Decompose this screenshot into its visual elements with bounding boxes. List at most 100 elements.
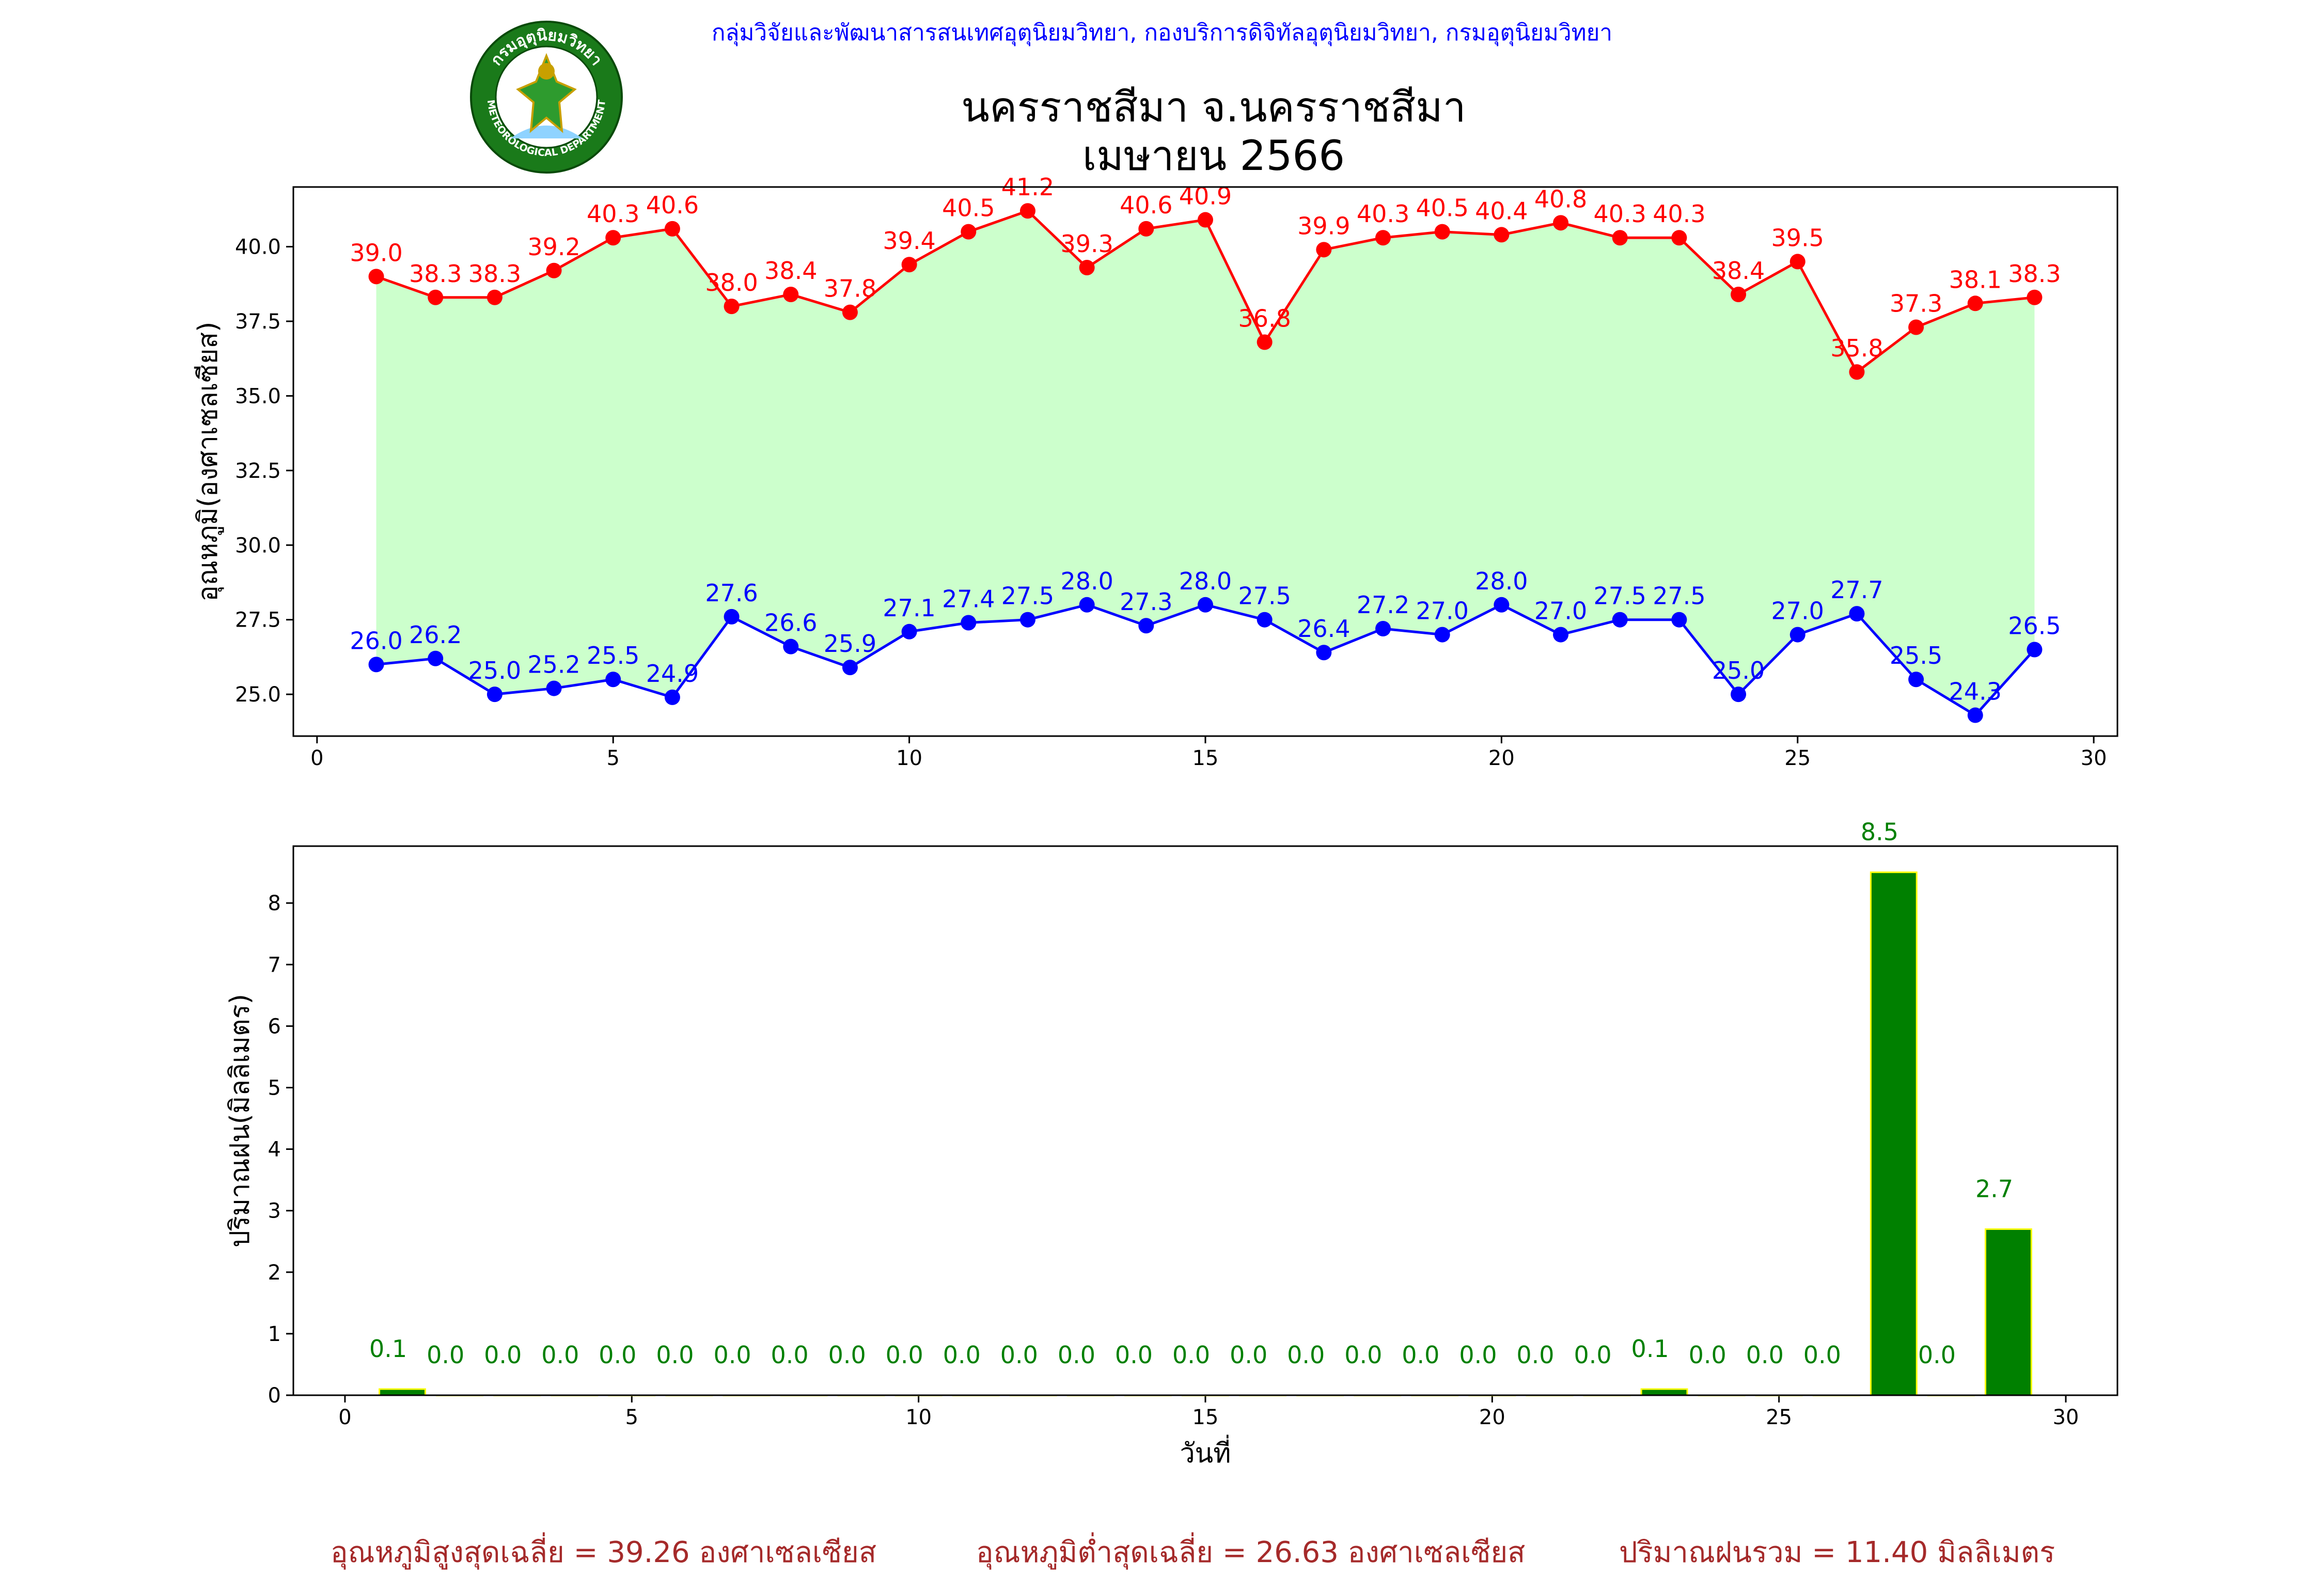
rainfall-data-label: 0.0: [1516, 1341, 1554, 1369]
rain-x-tick-label: 10: [905, 1406, 932, 1429]
min-temp-data-label: 27.4: [942, 585, 995, 613]
max-temp-data-label: 38.4: [764, 257, 817, 285]
max-temp-point: [783, 286, 799, 302]
rainfall-data-label: 0.0: [599, 1341, 636, 1369]
rainfall-bar: [379, 1388, 426, 1396]
rain-x-tick-label: 25: [1766, 1406, 1792, 1429]
min-temp-data-label: 25.0: [1712, 657, 1765, 684]
max-temp-point: [724, 299, 740, 315]
max-temp-point: [664, 221, 680, 237]
max-temp-data-label: 40.5: [942, 194, 995, 222]
max-temp-data-label: 40.4: [1475, 197, 1528, 225]
min-temp-point: [664, 689, 680, 705]
min-temp-point: [1671, 612, 1687, 628]
temp-x-tick-label: 30: [2081, 746, 2107, 770]
rainfall-bar: [1640, 1388, 1688, 1396]
max-temp-point: [1079, 259, 1095, 275]
min-temp-data-label: 27.3: [1120, 588, 1172, 616]
max-temp-point: [1434, 224, 1450, 240]
max-temp-data-label: 38.3: [2008, 260, 2061, 288]
rainfall-data-label: 0.0: [1058, 1341, 1095, 1369]
max-temp-data-label: 38.0: [705, 269, 758, 297]
max-temp-data-label: 40.5: [1416, 194, 1468, 222]
min-temp-data-label: 26.6: [764, 609, 817, 637]
rainfall-data-label: 0.0: [1230, 1341, 1267, 1369]
chart-title-station: นครราชสีมา จ.นครราชสีมา: [961, 83, 1466, 131]
max-temp-data-label: 40.3: [1357, 200, 1409, 228]
min-temp-data-label: 27.5: [1594, 582, 1646, 610]
rainfall-data-label: 0.1: [1631, 1335, 1669, 1363]
min-temp-data-label: 25.5: [1890, 642, 1942, 669]
rainfall-data-label: 0.0: [484, 1341, 522, 1369]
max-temp-data-label: 40.3: [1653, 200, 1705, 228]
rainfall-data-label: 0.0: [656, 1341, 694, 1369]
rainfall-data-label: 0.0: [427, 1341, 464, 1369]
rain-y-tick-label: 5: [268, 1076, 281, 1100]
min-temp-data-label: 26.2: [409, 621, 462, 649]
min-temp-data-label: 28.0: [1179, 567, 1232, 595]
rainfall-data-label: 0.0: [771, 1341, 809, 1369]
rainfall-data-label: 0.0: [1918, 1341, 1956, 1369]
min-temp-point: [1553, 627, 1569, 643]
min-temp-point: [842, 660, 858, 676]
rainfall-plot-frame: [292, 845, 2118, 1396]
agency-header: กลุ่มวิจัยและพัฒนาสารสนเทศอุตุนิยมวิทยา,…: [711, 20, 1613, 46]
max-temp-point: [486, 289, 503, 305]
temp-y-tick-label: 37.5: [235, 310, 281, 334]
max-temp-data-label: 40.8: [1534, 185, 1587, 213]
min-temp-point: [724, 609, 740, 625]
rainfall-data-label: 0.0: [1746, 1341, 1784, 1369]
rainfall-data-label: 0.0: [1574, 1341, 1611, 1369]
rainfall-data-label: 2.7: [1975, 1175, 2013, 1203]
temp-x-tick-label: 5: [607, 746, 620, 770]
meteorological-department-logo: กรมอุตุนิยมวิทยา METEOROLOGICAL DEPARTME…: [470, 21, 623, 174]
min-temp-point: [1967, 707, 1983, 723]
min-temp-point: [961, 615, 977, 631]
min-temp-point: [1494, 597, 1510, 613]
rain-x-tick-label: 0: [338, 1406, 351, 1429]
rainfall-data-label: 0.0: [541, 1341, 579, 1369]
max-temp-data-label: 40.6: [1120, 191, 1172, 219]
rainfall-bar: [1985, 1228, 2032, 1396]
min-temp-point: [1316, 645, 1332, 661]
min-temp-data-label: 25.5: [587, 642, 639, 669]
min-temp-data-label: 25.0: [468, 657, 521, 684]
temperature-chart: 0 5 10 15 20 25 30 25.0 27.5 30.0 32.5 35.0 37.5 40.0…: [193, 173, 2118, 770]
min-temp-data-label: 27.5: [1653, 582, 1705, 610]
rainfall-y-axis-label: ปริมาณฝน(มิลลิเมตร): [225, 994, 256, 1247]
max-temp-point: [1138, 221, 1154, 237]
min-temp-point: [546, 680, 562, 696]
max-temp-data-label: 39.5: [1771, 224, 1824, 252]
min-temp-point: [1198, 597, 1213, 613]
rainfall-data-label: 0.1: [369, 1335, 407, 1363]
max-temp-data-label: 39.2: [527, 233, 580, 261]
min-temp-data-label: 28.0: [1475, 567, 1528, 595]
min-temp-point: [1375, 621, 1391, 637]
rain-y-tick-label: 7: [268, 953, 281, 977]
max-temp-data-label: 36.8: [1238, 304, 1291, 332]
rainfall-bar: [1870, 871, 1918, 1396]
min-temp-point: [1612, 612, 1628, 628]
min-temp-data-label: 24.9: [646, 660, 699, 688]
rainfall-data-label: 0.0: [828, 1341, 866, 1369]
min-temp-data-label: 25.2: [527, 651, 580, 679]
temp-y-tick-label: 40.0: [235, 236, 281, 259]
rainfall-x-axis-label: วันที่: [1180, 1434, 1231, 1469]
max-temp-point: [428, 289, 444, 305]
temp-y-tick-label: 35.0: [235, 384, 281, 408]
max-temp-data-label: 40.3: [1594, 200, 1646, 228]
min-temp-point: [1079, 597, 1095, 613]
min-temp-data-label: 27.5: [1001, 582, 1054, 610]
temp-x-tick-label: 10: [896, 746, 922, 770]
min-temp-data-label: 28.0: [1060, 567, 1113, 595]
min-temp-point: [1731, 687, 1747, 703]
min-temp-point: [1019, 612, 1035, 628]
max-temp-data-label: 40.3: [587, 200, 639, 228]
min-temp-point: [428, 650, 444, 666]
temp-x-tick-label: 0: [310, 746, 323, 770]
min-temp-point: [901, 623, 917, 640]
min-temp-point: [1789, 627, 1805, 643]
min-temp-point: [1849, 606, 1865, 622]
max-temp-point: [546, 262, 562, 278]
